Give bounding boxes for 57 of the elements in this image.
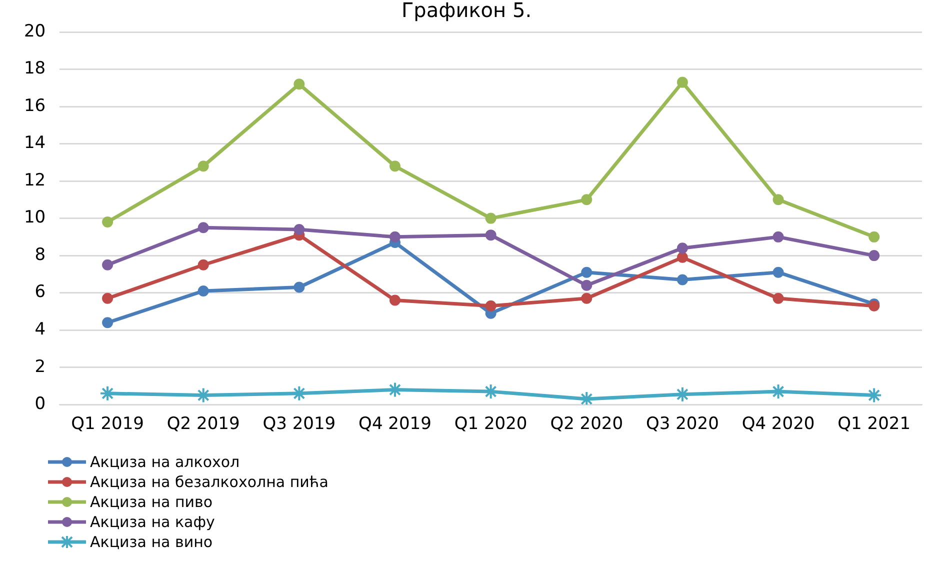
point [294, 224, 305, 235]
point [868, 231, 880, 242]
point [676, 252, 688, 263]
x-tick-label: Q3 2019 [262, 414, 336, 434]
x-tick-label: Q2 2020 [550, 414, 624, 434]
y-tick-label: 20 [24, 21, 46, 42]
point [389, 294, 400, 306]
y-tick-label: 0 [34, 394, 46, 414]
point [485, 212, 496, 224]
point [676, 274, 688, 286]
point [102, 292, 114, 304]
point [294, 78, 305, 90]
point [676, 242, 688, 254]
point [772, 292, 784, 304]
legend-label: Акциза на вино [90, 533, 213, 551]
y-tick-label: 14 [24, 133, 46, 154]
legend-label: Акциза на кафу [90, 513, 215, 531]
point [868, 250, 880, 262]
point [485, 230, 496, 241]
point [772, 231, 784, 242]
legend-label: Акциза на безалкохолна пића [90, 473, 328, 491]
y-tick-label: 18 [24, 58, 46, 79]
point [676, 76, 688, 88]
chart-title: Графикон 5. [401, 0, 532, 22]
point [198, 222, 209, 234]
point [581, 280, 592, 291]
point [102, 259, 114, 270]
point [485, 300, 496, 312]
point [102, 216, 114, 228]
point [198, 285, 209, 296]
point [389, 160, 400, 172]
point [581, 266, 592, 278]
point [389, 231, 400, 242]
y-tick-label: 8 [34, 244, 46, 265]
y-tick-label: 10 [24, 208, 46, 228]
legend-label: Акциза на алкохол [90, 453, 240, 471]
point [581, 292, 592, 304]
y-tick-label: 2 [34, 356, 46, 377]
x-tick-label: Q4 2019 [358, 414, 432, 434]
point [198, 259, 209, 270]
point [581, 194, 592, 206]
point [102, 317, 114, 328]
x-tick-label: Q1 2021 [838, 414, 911, 434]
point [294, 282, 305, 293]
y-tick-label: 16 [24, 96, 46, 116]
x-tick-label: Q1 2020 [454, 414, 528, 434]
legend-label: Акциза на пиво [90, 493, 213, 511]
y-tick-label: 6 [34, 282, 46, 302]
point [772, 266, 784, 278]
x-tick-label: Q3 2020 [646, 414, 719, 434]
point [198, 160, 209, 172]
x-tick-label: Q1 2019 [71, 414, 144, 434]
x-tick-label: Q4 2020 [742, 414, 815, 434]
point [772, 194, 784, 206]
y-tick-label: 4 [34, 320, 46, 340]
y-tick-label: 12 [24, 170, 46, 190]
x-tick-label: Q2 2019 [166, 414, 240, 434]
